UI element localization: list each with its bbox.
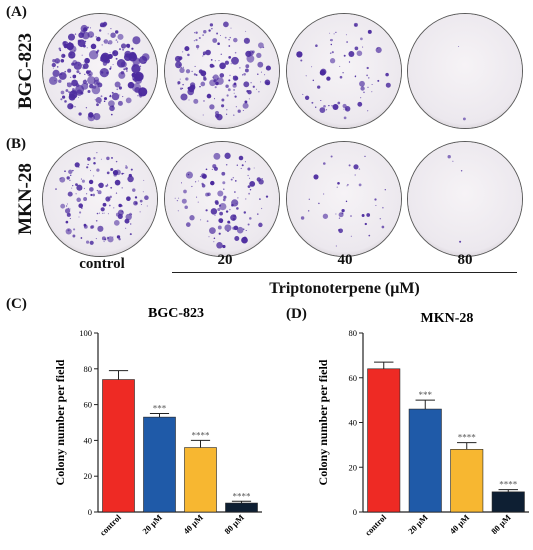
row-label-mkn28: MKN-28 bbox=[15, 163, 36, 235]
y-tick-label: 60 bbox=[349, 373, 358, 383]
y-tick-label: 80 bbox=[84, 364, 93, 374]
y-tick-label: 100 bbox=[79, 328, 92, 338]
x-tick-label: 80 μM bbox=[489, 512, 513, 536]
bar bbox=[143, 416, 176, 513]
treatment-bracket-line bbox=[172, 272, 517, 273]
x-tick-label: 20 μM bbox=[406, 512, 430, 536]
significance-label: **** bbox=[499, 480, 518, 490]
dish-mkn28-80 bbox=[407, 141, 523, 257]
y-tick-label: 0 bbox=[88, 507, 92, 517]
dish-bgc823-control bbox=[42, 13, 158, 129]
dish-mkn28-control bbox=[42, 141, 158, 257]
x-tick-label: 40 μM bbox=[181, 512, 205, 536]
y-tick-label: 0 bbox=[353, 507, 357, 517]
dish-mkn28-40 bbox=[286, 141, 402, 257]
x-tick-label: control bbox=[98, 512, 124, 538]
bar bbox=[491, 491, 525, 513]
panel-label-d: (D) bbox=[286, 306, 307, 322]
dish-mkn28-20 bbox=[164, 141, 280, 257]
bar bbox=[450, 449, 484, 513]
bar bbox=[225, 502, 258, 513]
bar bbox=[184, 447, 217, 513]
panel-label-b: (B) bbox=[6, 136, 26, 152]
x-tick-label: control bbox=[363, 512, 389, 538]
y-tick-label: 20 bbox=[84, 471, 93, 481]
bar-chart-bgc823: BGC-823 0 20 40 60 80 100 Colony number per fie… bbox=[53, 306, 262, 538]
col-label-80: 80 bbox=[457, 252, 473, 268]
bar bbox=[367, 368, 401, 513]
y-tick-label: 20 bbox=[349, 462, 358, 472]
treatment-label: Triptonoterpene (μM) bbox=[269, 280, 420, 297]
chart-title: MKN-28 bbox=[421, 311, 474, 326]
dish-bgc823-80 bbox=[407, 13, 523, 129]
y-tick-label: 40 bbox=[84, 435, 93, 445]
dish-bgc823-40 bbox=[286, 13, 402, 129]
x-tick-label: 80 μM bbox=[222, 512, 246, 536]
significance-label: **** bbox=[192, 430, 211, 440]
y-tick-label: 80 bbox=[349, 328, 358, 338]
significance-label: *** bbox=[419, 390, 433, 400]
bar-chart-mkn28: MKN-28 0 20 40 60 80 Colony number per field co… bbox=[316, 311, 529, 538]
dish-bgc823-20 bbox=[164, 13, 280, 129]
x-tick-label: 20 μM bbox=[140, 512, 164, 536]
significance-label: **** bbox=[458, 433, 477, 443]
panel-label-a: (A) bbox=[6, 4, 27, 20]
col-label-20: 20 bbox=[217, 252, 233, 268]
y-tick-label: 60 bbox=[84, 400, 93, 410]
col-label-40: 40 bbox=[337, 252, 353, 268]
bar bbox=[102, 379, 135, 513]
panel-label-c: (C) bbox=[6, 296, 27, 312]
significance-label: **** bbox=[233, 491, 252, 501]
y-axis-label: Colony number per field bbox=[53, 359, 67, 485]
chart-title: BGC-823 bbox=[148, 306, 204, 321]
x-tick-label: 40 μM bbox=[447, 512, 471, 536]
row-label-bgc823: BGC-823 bbox=[15, 33, 36, 109]
significance-label: *** bbox=[153, 404, 167, 414]
col-label-control: control bbox=[79, 256, 125, 272]
y-tick-label: 40 bbox=[349, 418, 358, 428]
y-axis-label: Colony number per field bbox=[316, 359, 330, 485]
bar bbox=[408, 408, 442, 513]
